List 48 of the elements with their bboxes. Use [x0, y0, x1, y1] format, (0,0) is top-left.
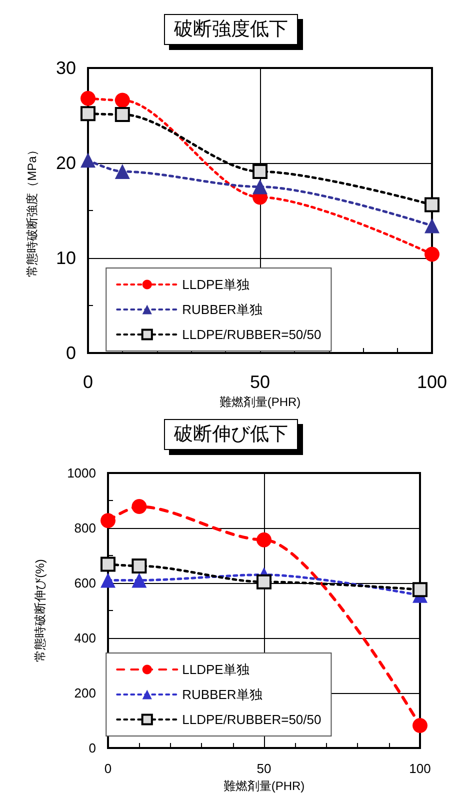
y-tick-label: 200 — [74, 686, 96, 700]
point — [114, 107, 130, 122]
y-tick-label: 0 — [88, 740, 96, 756]
point — [424, 197, 440, 212]
y-tick-label: 0 — [66, 343, 76, 363]
point — [114, 92, 130, 108]
point — [132, 499, 147, 514]
point — [424, 218, 440, 234]
x-tick-label: 50 — [250, 372, 270, 392]
x-tick-label: 50 — [256, 761, 272, 776]
chart-title: 破断強度低下 — [173, 18, 288, 40]
y-tick-label: 30 — [56, 58, 76, 78]
y-tick-label: 800 — [74, 520, 96, 536]
y-tick-label: 400 — [74, 630, 96, 646]
point — [114, 164, 130, 180]
x-axis-title: 難燃剤量(PHR) — [219, 394, 301, 409]
legend-label: RUBBER単独 — [182, 687, 262, 702]
y-axis-title: 常態時破断伸び(%) — [33, 559, 47, 662]
x-tick-label: 100 — [416, 372, 448, 392]
legend-label: RUBBER単独 — [182, 302, 262, 317]
point — [412, 582, 428, 598]
point — [256, 532, 272, 548]
y-tick-label: 600 — [74, 576, 96, 590]
point — [252, 179, 268, 194]
chart-title: 破断伸び低下 — [173, 424, 288, 445]
point — [252, 164, 268, 180]
legend-label: LLDPE/RUBBER=50/50 — [182, 327, 322, 342]
point — [100, 556, 116, 572]
y-tick-label: 20 — [56, 153, 76, 173]
point — [412, 718, 428, 733]
y-tick-label: 10 — [56, 248, 76, 268]
x-tick-label: 100 — [409, 761, 431, 776]
x-axis-title: 難燃剤量(PHR) — [223, 779, 305, 793]
point — [424, 246, 440, 262]
y-axis-title: 常態時破断強度（MPa） — [25, 144, 39, 277]
point — [80, 90, 96, 106]
point — [256, 574, 272, 590]
y-tick-label: 1000 — [67, 466, 96, 480]
point — [100, 513, 116, 528]
point — [132, 558, 147, 574]
legend-label: LLDPE単独 — [182, 662, 250, 677]
legend-label: LLDPE単独 — [182, 277, 250, 292]
legend-label: LLDPE/RUBBER=50/50 — [182, 712, 322, 727]
point — [132, 572, 147, 588]
point — [80, 106, 96, 122]
point — [100, 572, 116, 588]
x-tick-label: 0 — [104, 761, 112, 776]
point — [80, 152, 96, 168]
